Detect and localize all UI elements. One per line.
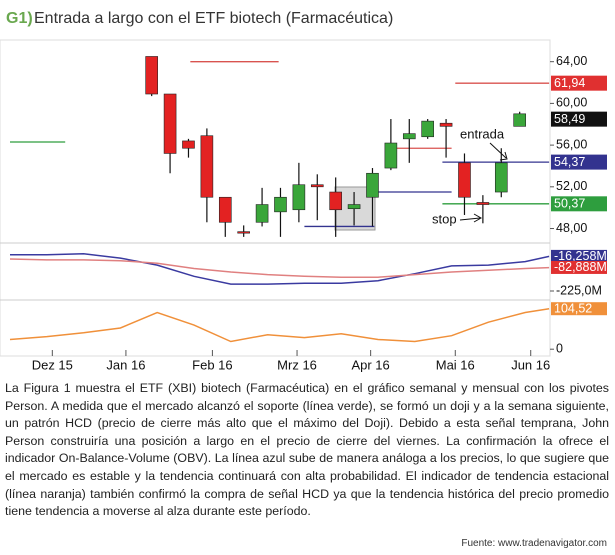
x-tick-label: Feb 16 <box>192 357 232 372</box>
y-tick-label: 48,00 <box>556 221 587 235</box>
candle-body <box>402 133 416 140</box>
x-tick-label: Mai 16 <box>436 357 475 372</box>
x-tick-label: Apr 16 <box>351 357 389 372</box>
source: Fuente: www.tradenavigator.com <box>461 538 607 549</box>
annotation: stop <box>432 211 457 226</box>
price-marker <box>551 111 607 127</box>
arrow <box>489 142 507 159</box>
indicator-line <box>9 258 550 278</box>
y-tick-label: 56,00 <box>556 137 587 151</box>
candle-body <box>274 196 287 213</box>
price-marker <box>551 196 607 212</box>
candle-body <box>200 135 214 198</box>
candle-body <box>292 184 306 211</box>
candle-body <box>182 140 195 149</box>
annotation: entrada <box>460 126 505 141</box>
price-marker <box>551 302 607 316</box>
candle-body <box>329 191 342 211</box>
candle-body <box>458 162 471 198</box>
candle-body <box>476 202 490 205</box>
figure: G1) Entrada a largo con el ETF biotech (… <box>0 10 607 372</box>
caption: La Figura 1 muestra el ETF (XBI) biotech… <box>5 381 609 519</box>
y-tick-label: -225,0M <box>556 283 602 297</box>
price-marker <box>551 260 607 274</box>
candle-body <box>494 162 508 193</box>
candle-body <box>218 196 232 223</box>
candle-body <box>421 120 434 138</box>
candle-body <box>513 113 526 127</box>
candle-body <box>310 184 324 188</box>
y-tick-label: 0 <box>556 341 563 355</box>
arrowhead <box>473 213 483 223</box>
chart-marks: 64,00 60,00 56,00 52,00 48,00 61,94 58,49 54,37… <box>9 54 607 372</box>
candle-body <box>439 122 453 127</box>
price-marker-label: 104,52 <box>554 301 592 315</box>
arrowhead <box>499 151 508 161</box>
price-marker-label: -82,888M <box>554 260 607 274</box>
price-marker <box>551 75 607 91</box>
y-tick-label: 64,00 <box>556 54 587 68</box>
price-marker-label: 54,37 <box>554 155 585 169</box>
y-tick-label: 52,00 <box>556 179 587 193</box>
price-marker-label: 58,49 <box>554 112 585 126</box>
price-marker-label: 50,37 <box>554 197 585 211</box>
candle-body <box>347 204 361 210</box>
figure-label: G1) <box>6 10 33 27</box>
candle-body <box>255 204 269 223</box>
indicator-line <box>10 253 550 285</box>
figure-title: Entrada a largo con el ETF biotech (Farm… <box>34 10 393 27</box>
indicator-line <box>9 307 550 343</box>
price-marker <box>551 249 607 263</box>
candle-body <box>366 172 379 198</box>
x-tick-label: Mrz 16 <box>277 357 317 372</box>
x-tick-label: Jan 16 <box>106 357 145 372</box>
y-tick-label: 60,00 <box>556 96 587 110</box>
x-tick-label: Jun 16 <box>511 357 550 372</box>
x-tick-label: Dez 15 <box>32 357 73 372</box>
price-marker-label: 61,94 <box>554 76 585 90</box>
price-marker-label: -16,258M <box>554 249 607 263</box>
arrow <box>459 217 481 221</box>
candle-body <box>163 93 177 154</box>
price-marker <box>551 154 607 170</box>
candle-body <box>384 142 398 169</box>
candle-body <box>145 56 158 95</box>
candle-body <box>237 231 250 234</box>
